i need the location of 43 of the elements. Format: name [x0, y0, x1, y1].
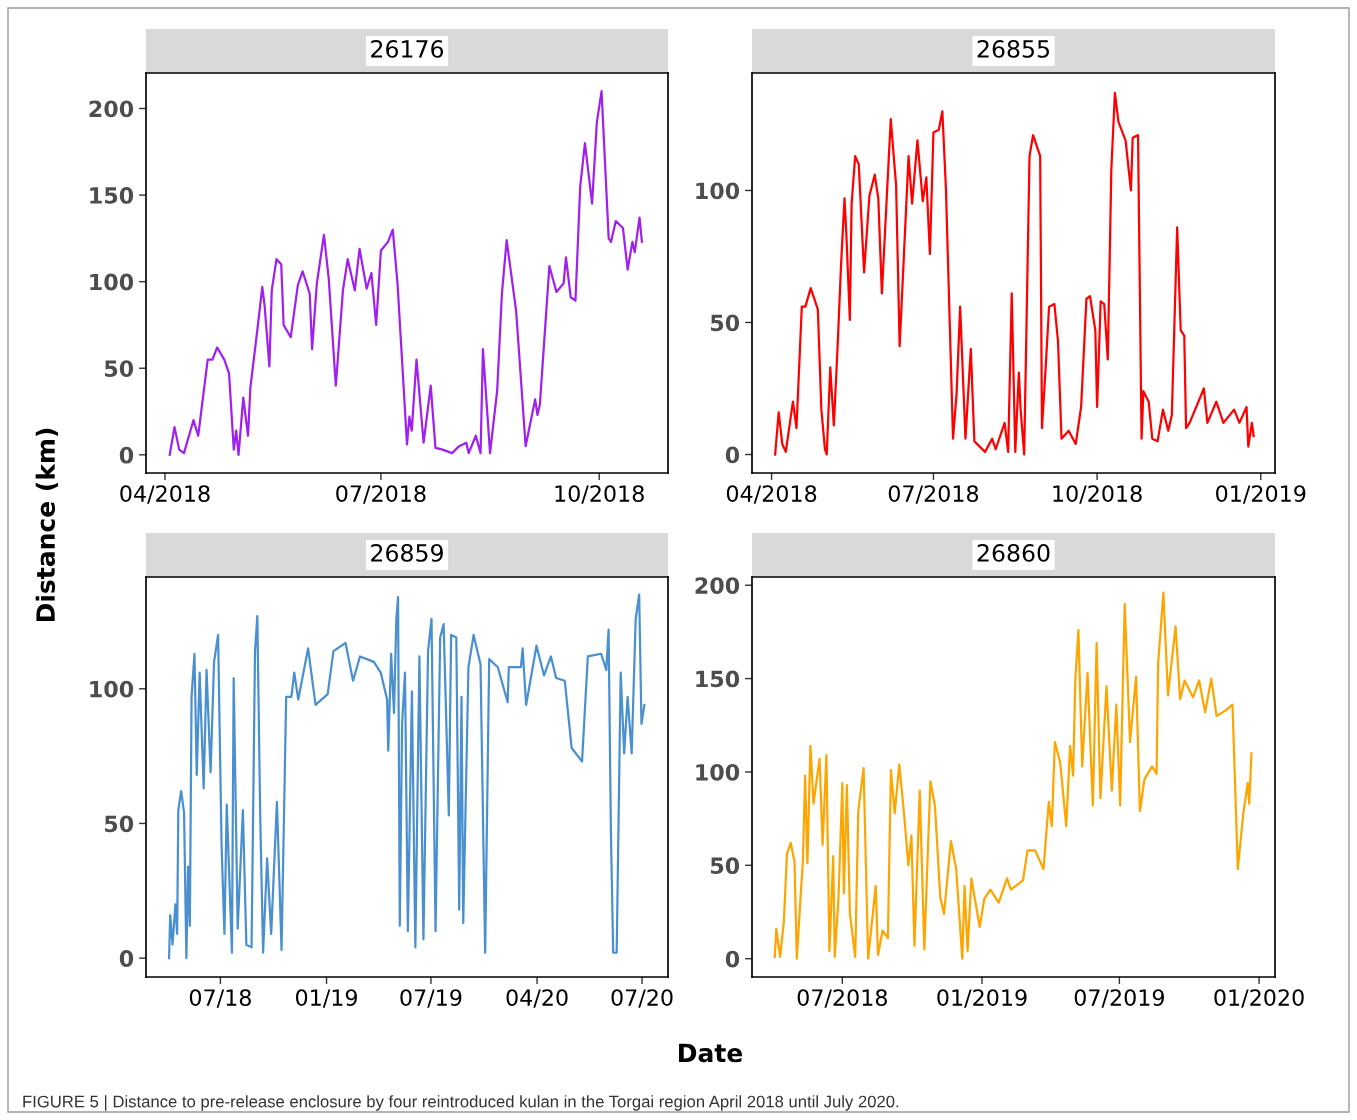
y-tick-label: 100	[696, 182, 740, 200]
x-tick-label: 10/2018	[555, 485, 644, 504]
y-tick-label: 0	[725, 446, 740, 464]
y-tick-label: 0	[119, 446, 134, 464]
chart-title: 26859	[371, 543, 443, 562]
line-series	[168, 90, 644, 456]
chart-title: 26860	[977, 543, 1050, 562]
y-tick-label: 50	[104, 815, 134, 833]
y-tick-label: 50	[710, 314, 740, 332]
x-tick-label: 07/2018	[797, 989, 887, 1008]
caption: FIGURE 5 | Distance to pre-release enclosure by four reintroduced kulan in the Torgai region April 2018 until July 2020.	[23, 1095, 899, 1111]
y-tick-label: 200	[89, 100, 134, 118]
line-series	[774, 91, 1255, 456]
x-tick-label: 07/18	[189, 989, 251, 1008]
y-tick-label: 0	[725, 950, 740, 968]
line-series	[167, 593, 646, 960]
x-tick-label: 07/2018	[336, 485, 426, 504]
y-tick-label: 100	[90, 680, 134, 698]
y-tick-label: 0	[119, 950, 134, 967]
x-tick-label: 04/2018	[120, 485, 210, 504]
chart-title: 26176	[371, 39, 444, 58]
x-tick-label: 01/2019	[937, 989, 1027, 1008]
x-tick-label: 07/2018	[888, 485, 979, 504]
x-tick-label: 01/2020	[1214, 989, 1304, 1008]
x-tick-label: 07/19	[400, 989, 462, 1008]
y-tick-label: 100	[696, 763, 740, 781]
x-tick-label: 10/2018	[1053, 485, 1142, 504]
y-tick-label: 50	[104, 360, 134, 377]
x-tick-label: 04/2018	[726, 485, 817, 504]
x-tick-label: 01/2019	[1216, 485, 1306, 504]
y-tick-label: 100	[90, 273, 134, 291]
y-axis-title: Distance (km)	[35, 428, 58, 622]
x-tick-label: 01/19	[295, 989, 357, 1008]
x-tick-label: 07/20	[611, 989, 673, 1008]
y-tick-label: 50	[710, 857, 740, 875]
x-tick-label: 04/20	[506, 989, 568, 1008]
line-series	[773, 591, 1253, 960]
y-tick-label: 150	[90, 187, 134, 204]
x-tick-label: 07/2019	[1074, 989, 1164, 1008]
y-tick-label: 200	[695, 577, 740, 594]
chart-title: 26855	[977, 39, 1049, 58]
x-axis-title: Date	[679, 1043, 743, 1063]
y-tick-label: 150	[696, 670, 740, 688]
